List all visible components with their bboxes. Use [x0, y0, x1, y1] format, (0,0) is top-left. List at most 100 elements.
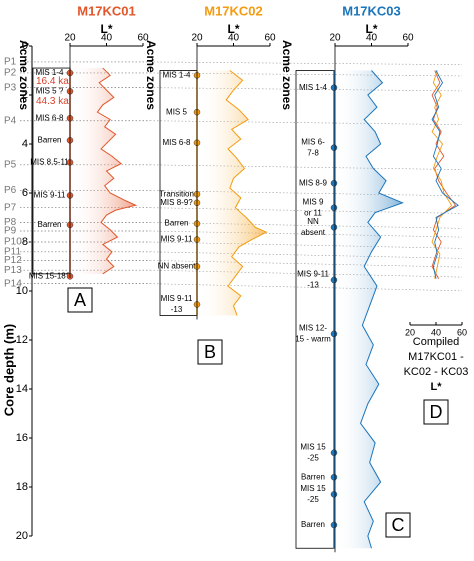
zone-label: MIS 15	[300, 442, 326, 451]
caption: L*	[431, 381, 443, 393]
zone-title: Acme zones	[17, 40, 31, 110]
panel-letter: A	[74, 290, 86, 310]
zone-label: MIS 6-8	[162, 138, 191, 147]
zone-title: Acme zones	[280, 40, 294, 110]
marker-line	[149, 61, 463, 65]
marker-line	[149, 222, 463, 229]
zone-label: MIS 5	[166, 107, 187, 116]
zone-label: MIS 15-18?	[29, 271, 71, 280]
zone-label: NN absent	[158, 262, 197, 271]
marker-line	[149, 72, 463, 77]
x-tick-label: 40	[366, 33, 378, 44]
zone-label: -13	[171, 305, 183, 314]
axis-label: L*	[228, 22, 240, 36]
zone-label: -25	[307, 453, 319, 462]
area	[70, 68, 136, 274]
depth-tick-label: 0	[22, 40, 28, 52]
marker-label: P14	[4, 278, 22, 289]
marker-line	[149, 283, 463, 292]
x-tick-label: 20	[191, 33, 203, 44]
zone-label: MIS 8-9	[299, 178, 328, 187]
line	[431, 70, 459, 279]
x-tick-label: 60	[137, 33, 149, 44]
panel-title: M17KC02	[204, 3, 263, 18]
zone-label: Barren	[164, 219, 188, 228]
caption: KC02 - KC03	[404, 366, 469, 378]
marker-line	[149, 120, 463, 125]
depth-tick-label: 20	[16, 530, 28, 542]
area	[335, 70, 403, 549]
panel-title: M17KC03	[342, 3, 401, 18]
panel-letter: C	[392, 515, 405, 535]
zone-label: -13	[307, 281, 319, 290]
zone-label: MIS 9-11	[161, 235, 193, 244]
panel-letter: B	[204, 342, 216, 362]
depth-label: Core depth (m)	[1, 324, 16, 416]
zone-label: absent	[301, 228, 326, 237]
line	[225, 70, 268, 316]
zone-label: MIS 9-11	[161, 294, 193, 303]
x-tick-label: 60	[264, 33, 276, 44]
x-tick-label: 60	[402, 33, 414, 44]
x-tick-label: 20	[329, 33, 341, 44]
line	[431, 70, 453, 279]
marker-label: P11	[4, 246, 21, 257]
depth-tick-label: 2	[22, 89, 28, 101]
marker-label: P4	[4, 115, 17, 126]
zone-label: MIS 1-4	[162, 71, 191, 80]
panel-box	[197, 339, 223, 365]
x-tick-label: 40	[228, 33, 240, 44]
zone-label: 7-8	[307, 148, 319, 157]
depth-tick-label: 16	[16, 432, 28, 444]
depth-tick-label: 12	[16, 334, 28, 346]
zone-label: MIS 6-	[301, 137, 325, 146]
depth-tick-label: 14	[16, 383, 28, 395]
depth-tick-label: 6	[22, 187, 28, 199]
marker-line	[149, 190, 463, 197]
depth-tick-label: 10	[16, 285, 28, 297]
age-label: 44.3 ka	[36, 96, 69, 107]
x-tick-label: 40	[101, 33, 113, 44]
zone-label: MIS 8-9?	[160, 198, 193, 207]
age-label: 16.4 ka	[36, 76, 69, 87]
x-tick-label: 20	[64, 33, 76, 44]
zone-label: or 11	[304, 208, 322, 217]
marker-label: P1	[4, 57, 17, 68]
marker-line	[149, 164, 463, 170]
marker-line	[149, 251, 463, 259]
marker-label: P8	[4, 217, 17, 228]
area	[197, 70, 267, 316]
zone-label: MIS 5 ?	[36, 86, 64, 95]
marker-label: P6	[4, 185, 17, 196]
zone-label: MIS 12-	[299, 323, 327, 332]
marker-line	[149, 241, 463, 249]
panel-box	[423, 399, 449, 425]
line	[431, 70, 457, 279]
marker-line	[149, 207, 463, 214]
line	[96, 67, 138, 275]
marker-label: P5	[4, 159, 17, 170]
depth-tick-label: 18	[16, 481, 28, 493]
zone-label: MIS 9-11	[34, 191, 66, 200]
x-tick-label: 20	[405, 327, 415, 337]
zone-label: Transition	[159, 189, 194, 198]
zone-label: -25	[307, 495, 319, 504]
zone-label: MIS 9	[303, 197, 324, 206]
marker-label: P10	[4, 237, 22, 248]
caption: Compiled	[413, 336, 459, 348]
zone-label: MIS 6-8	[35, 113, 64, 122]
zone-label: Barren	[37, 220, 61, 229]
marker-line	[149, 87, 463, 92]
zone-label: Barren	[301, 520, 325, 529]
zone-label: MIS 1-4	[35, 68, 64, 77]
zone-label: Barren	[37, 135, 61, 144]
marker-line	[149, 230, 463, 238]
marker-label: P3	[4, 82, 17, 93]
axis-label: L*	[101, 22, 113, 36]
marker-label: P9	[4, 226, 17, 237]
marker-label: P2	[4, 68, 17, 79]
zone-label: NN	[307, 217, 319, 226]
depth-tick-label: 4	[22, 138, 28, 150]
zone-label: 15 - warm	[295, 334, 331, 343]
